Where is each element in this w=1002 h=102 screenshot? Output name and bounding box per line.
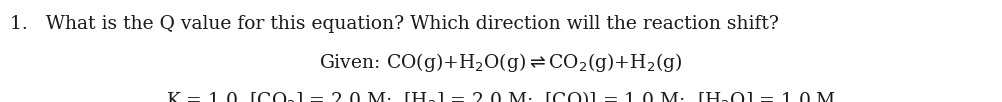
Text: Given: CO(g)+H$_2$O(g)$\rightleftharpoons$CO$_2$(g)+H$_2$(g): Given: CO(g)+H$_2$O(g)$\rightleftharpoon…: [320, 51, 682, 74]
Text: K = 1.0  [CO$_2$] = 2.0 M;  [H$_2$] = 2.0 M;  [CO)] = 1.0 M;  [H$_2$O] = 1.0 M: K = 1.0 [CO$_2$] = 2.0 M; [H$_2$] = 2.0 …: [166, 90, 836, 102]
Text: 1.   What is the Q value for this equation? Which direction will the reaction sh: 1. What is the Q value for this equation…: [10, 15, 779, 33]
